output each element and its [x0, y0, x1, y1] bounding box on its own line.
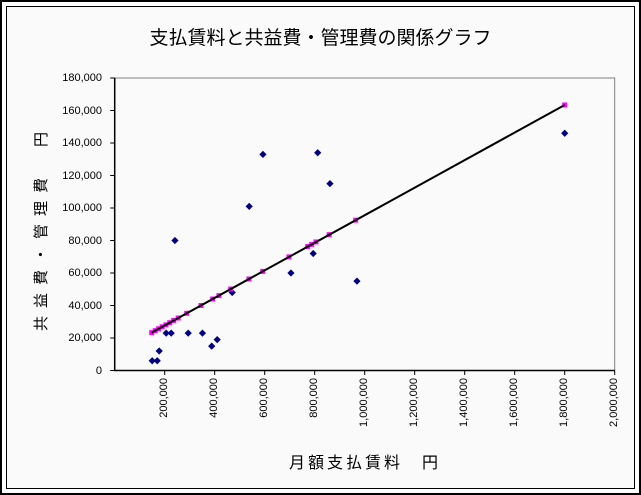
data-point-actual	[561, 129, 569, 137]
data-point-actual	[287, 269, 295, 277]
x-tick-label: 1,600,000	[507, 378, 520, 427]
x-tick-label: 600,000	[257, 378, 270, 418]
data-point-actual	[153, 357, 161, 365]
axis-lines	[113, 78, 615, 372]
x-tick-label: 800,000	[307, 378, 320, 418]
chart-title: 支払賃料と共益費・管理費の関係グラフ	[149, 28, 492, 49]
y-tick-label: 160,000	[62, 104, 102, 117]
data-point-actual	[245, 202, 253, 210]
y-tick-label: 40,000	[68, 299, 102, 312]
data-point-actual	[208, 342, 216, 350]
x-tick-label: 400,000	[207, 378, 220, 418]
x-tick-label: 1,000,000	[357, 378, 370, 427]
data-point-actual	[213, 336, 221, 344]
y-tick-label: 20,000	[68, 332, 102, 344]
plot-border	[114, 77, 616, 371]
y-tick-label: 60,000	[68, 267, 102, 279]
x-tick-label: 1,200,000	[407, 378, 420, 427]
data-point-actual	[162, 329, 170, 337]
x-tick-label: 1,800,000	[557, 378, 570, 427]
data-point-actual	[184, 329, 192, 337]
data-point-actual	[326, 180, 334, 188]
x-tick-label: 200,000	[157, 378, 170, 418]
trend-line	[151, 104, 566, 334]
y-tick-label: 0	[95, 364, 102, 377]
data-point-actual	[309, 249, 317, 258]
y-tick-label: 140,000	[62, 137, 102, 149]
data-point-actual	[148, 357, 156, 365]
y-tick-label: 80,000	[68, 234, 102, 247]
data-point-actual	[259, 150, 267, 158]
x-tick-label: 1,400,000	[457, 378, 470, 427]
data-point-actual	[155, 347, 163, 355]
y-tick-label: 180,000	[62, 72, 102, 84]
data-point-actual	[171, 236, 179, 245]
data-point-actual	[314, 149, 322, 157]
data-point-actual	[167, 329, 175, 337]
x-axis-title: 月額支払賃料 円	[288, 455, 441, 472]
data-point-actual	[353, 277, 361, 285]
y-tick-label: 100,000	[62, 202, 102, 214]
data-point-actual	[198, 329, 207, 337]
y-tick-label: 120,000	[62, 169, 102, 182]
x-tick-label: 2,000,000	[607, 378, 620, 427]
